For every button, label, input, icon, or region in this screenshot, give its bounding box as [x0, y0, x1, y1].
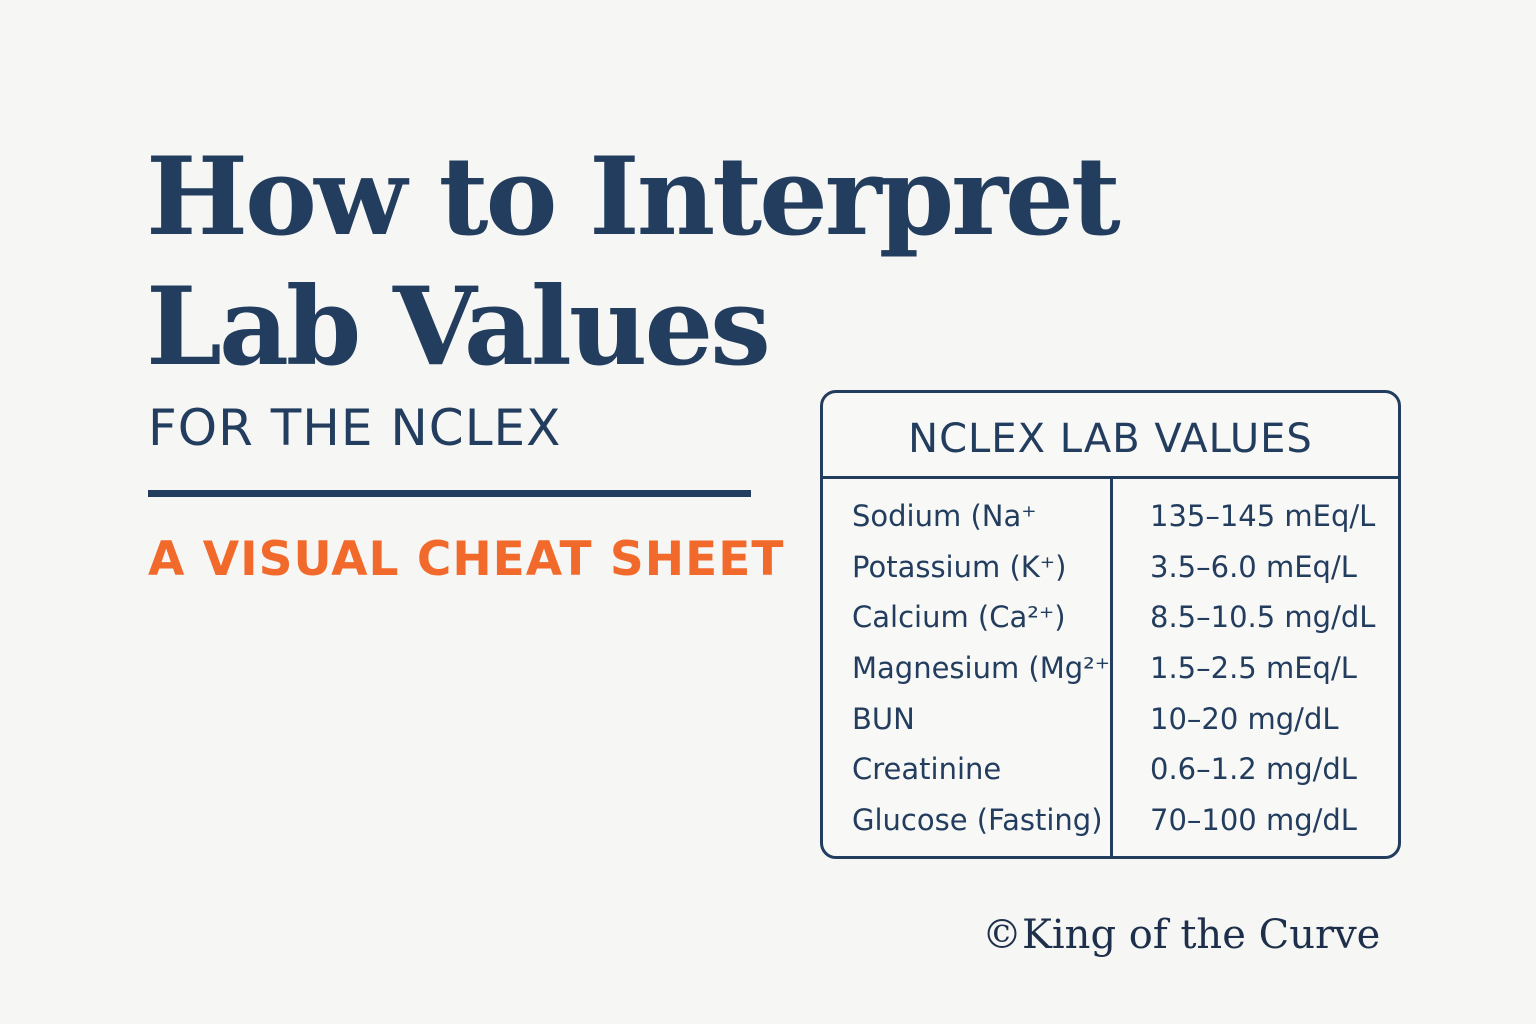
lab-name: Creatinine	[852, 752, 1002, 787]
lab-values-table: NCLEX LAB VALUES Sodium (Na⁺ 135–145 mEq…	[820, 390, 1401, 859]
column-divider	[1110, 479, 1113, 856]
subtitle: FOR THE NCLEX	[148, 399, 562, 457]
table-row: Creatinine 0.6–1.2 mg/dL	[823, 744, 1398, 795]
page-title: How to Interpret Lab Values	[146, 132, 1121, 392]
table-row: Magnesium (Mg²⁺ 1.5–2.5 mEq/L	[823, 643, 1398, 694]
title-line-1: How to Interpret	[146, 134, 1121, 260]
tagline: A VISUAL CHEAT SHEET	[148, 532, 785, 587]
lab-name: Sodium (Na⁺	[852, 499, 1037, 534]
lab-name: Magnesium (Mg²⁺	[852, 651, 1110, 686]
table-row: Calcium (Ca²⁺) 8.5–10.5 mg/dL	[823, 592, 1398, 643]
table-body: Sodium (Na⁺ 135–145 mEq/L Potassium (K⁺)…	[823, 491, 1398, 845]
table-row: Sodium (Na⁺ 135–145 mEq/L	[823, 491, 1398, 542]
lab-range: 135–145 mEq/L	[1150, 499, 1376, 534]
lab-range: 10–20 mg/dL	[1150, 701, 1339, 736]
table-row: Glucose (Fasting) 70–100 mg/dL	[823, 795, 1398, 846]
lab-range: 8.5–10.5 mg/dL	[1150, 600, 1376, 635]
lab-name: Calcium (Ca²⁺)	[852, 600, 1066, 635]
lab-range: 0.6–1.2 mg/dL	[1150, 752, 1357, 787]
table-title: NCLEX LAB VALUES	[823, 393, 1398, 479]
table-row: Potassium (K⁺) 3.5–6.0 mEq/L	[823, 542, 1398, 593]
title-line-2: Lab Values	[146, 264, 771, 390]
lab-range: 1.5–2.5 mEq/L	[1150, 651, 1357, 686]
lab-name: Glucose (Fasting)	[852, 802, 1103, 837]
divider-rule	[148, 490, 751, 497]
lab-name: Potassium (K⁺)	[852, 549, 1067, 584]
copyright-credit: ©King of the Curve	[982, 912, 1381, 958]
lab-range: 70–100 mg/dL	[1150, 802, 1357, 837]
lab-name: BUN	[852, 701, 915, 736]
table-row: BUN 10–20 mg/dL	[823, 693, 1398, 744]
lab-range: 3.5–6.0 mEq/L	[1150, 549, 1357, 584]
